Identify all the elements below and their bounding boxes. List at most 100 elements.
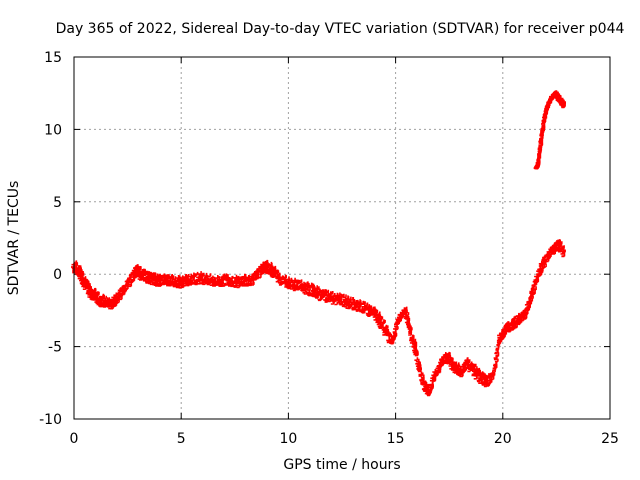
data-point [264, 264, 268, 268]
data-point [409, 336, 414, 341]
data-point [403, 308, 408, 313]
x-tick-label: 15 [387, 431, 405, 447]
data-point [529, 292, 534, 297]
data-point [242, 278, 247, 283]
data-point [465, 361, 470, 365]
x-tick-label: 25 [601, 431, 619, 447]
data-point [390, 340, 395, 345]
data-point [497, 336, 502, 341]
data-point [184, 278, 189, 283]
data-point [328, 295, 333, 300]
scatter-trace [71, 239, 566, 397]
data-point [302, 285, 307, 290]
data-point [562, 103, 566, 107]
data-point [491, 372, 495, 377]
data-point [484, 379, 489, 384]
data-point [126, 279, 131, 284]
data-point [559, 100, 564, 105]
data-point [270, 268, 275, 273]
data-point [113, 297, 118, 302]
data-point [555, 94, 560, 99]
data-point [362, 306, 367, 310]
data-point [96, 297, 101, 302]
data-point [562, 249, 566, 254]
series-sdtvar-upper [533, 90, 566, 170]
grid-layer [74, 57, 610, 419]
data-point [208, 278, 212, 283]
data-point [523, 311, 528, 316]
data-point [538, 143, 543, 148]
data-point [371, 310, 375, 315]
data-point [540, 127, 545, 132]
data-point [446, 355, 450, 359]
data-point [396, 314, 401, 319]
data-point [433, 372, 438, 377]
data-point [135, 268, 140, 273]
data-point [216, 279, 221, 284]
x-axis-label: GPS time / hours [283, 457, 400, 473]
data-point [471, 368, 476, 372]
data-point [536, 161, 540, 165]
data-point [294, 282, 298, 287]
data-point [510, 321, 515, 326]
data-point [146, 275, 150, 280]
data-point [354, 303, 358, 307]
data-point [547, 100, 551, 105]
data-point [534, 165, 538, 170]
data-point [542, 114, 547, 119]
data-point [152, 277, 157, 281]
data-point [276, 275, 281, 280]
y-tick-label: 5 [53, 195, 62, 211]
data-point [557, 97, 562, 102]
data-point [156, 278, 161, 283]
data-point [233, 279, 238, 284]
data-point [377, 317, 382, 322]
data-point [384, 329, 388, 333]
data-point [178, 279, 182, 284]
data-point [251, 277, 255, 281]
data-point [92, 292, 97, 297]
data-point [553, 91, 558, 96]
data-point [345, 300, 350, 304]
data-point [544, 106, 549, 110]
data-point [420, 379, 425, 384]
data-point [169, 278, 174, 283]
data-point [555, 242, 560, 246]
x-tick-label: 5 [177, 431, 186, 447]
data-point [225, 277, 230, 281]
data-point [75, 266, 80, 271]
data-point [109, 301, 114, 306]
data-point [83, 282, 88, 287]
data-point [319, 292, 324, 297]
data-point [478, 375, 483, 380]
data-point [452, 365, 457, 370]
data-point [191, 277, 195, 281]
data-point [139, 272, 144, 277]
data-point [259, 266, 264, 271]
y-tick-label: -5 [48, 340, 62, 356]
data-point [79, 274, 84, 278]
data-point [311, 288, 315, 293]
data-point [426, 389, 431, 394]
tick-layer: 0 5 10 15 20 25 -10 -5 0 5 10 15 [39, 50, 619, 447]
data-point [542, 259, 547, 264]
data-point [517, 317, 521, 322]
x-tick-label: 20 [494, 431, 512, 447]
y-axis-label: SDTVAR / TECUs [6, 181, 22, 296]
y-tick-label: 10 [44, 122, 62, 138]
data-point [414, 350, 418, 355]
data-point [199, 275, 204, 280]
data-layer [71, 90, 566, 397]
data-point [459, 369, 463, 374]
y-tick-label: 15 [44, 50, 62, 66]
chart-title: Day 365 of 2022, Sidereal Day-to-day VTE… [56, 21, 625, 37]
data-point [504, 326, 508, 330]
data-point [120, 288, 125, 293]
data-point [163, 277, 167, 281]
data-point [536, 271, 540, 275]
data-point [103, 300, 107, 304]
plot-frame [73, 56, 611, 420]
y-tick-label: 0 [53, 267, 62, 283]
